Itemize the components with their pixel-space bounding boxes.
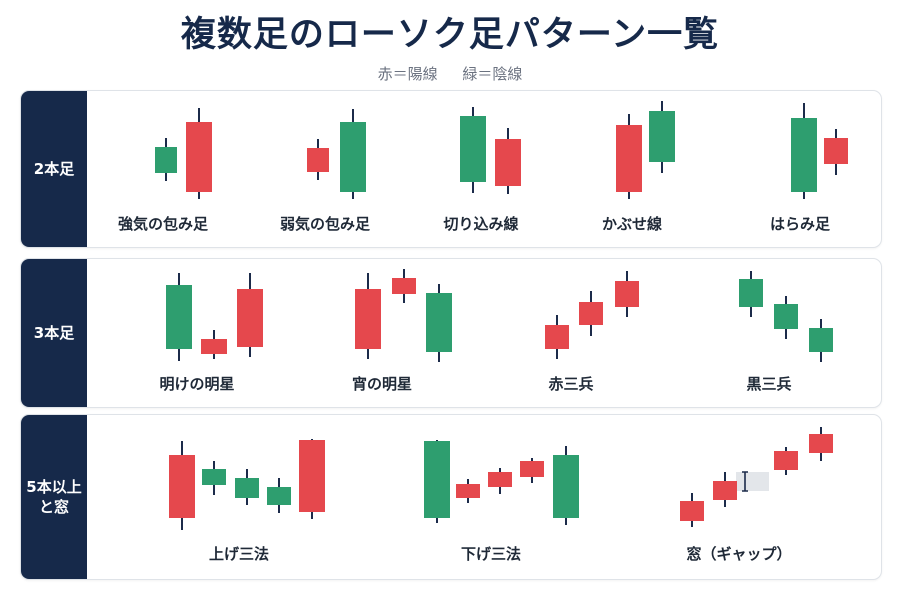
bullish-candle	[201, 330, 227, 359]
bearish-candle	[426, 284, 452, 362]
candle-body	[579, 302, 603, 325]
gap-marker	[742, 471, 748, 492]
candle-body	[307, 148, 329, 172]
pattern-label: 明けの明星	[159, 375, 235, 393]
pattern-label: 上げ三法	[208, 545, 269, 563]
bullish-candle	[545, 315, 569, 359]
candle-body	[201, 339, 227, 354]
pattern-label: 窓（ギャップ）	[686, 545, 792, 563]
candle-body	[774, 451, 798, 470]
bullish-candle	[615, 271, 639, 317]
bullish-candle	[488, 468, 512, 494]
candle-body	[615, 281, 639, 307]
bearish-candle	[649, 101, 675, 173]
bullish-candle	[355, 273, 381, 359]
candle-body	[424, 441, 450, 518]
bearish-candle	[202, 461, 226, 495]
bearish-candle	[235, 469, 259, 505]
candle-body	[824, 138, 848, 164]
pattern-label: 強気の包み足	[117, 215, 208, 233]
bearish-candle	[267, 478, 291, 513]
candle-body	[545, 325, 569, 349]
pattern-label: はらみ足	[769, 215, 830, 233]
candle-body	[488, 472, 512, 487]
bullish-candle	[456, 479, 480, 503]
bullish-candle	[579, 291, 603, 336]
candle-body	[460, 116, 486, 182]
bullish-candle	[520, 458, 544, 483]
bullish-candle	[680, 493, 704, 527]
candle-body	[680, 501, 704, 521]
candle-body	[299, 440, 325, 512]
pattern-label: 宵の明星	[351, 375, 412, 393]
candle-body	[426, 293, 452, 352]
candle-body	[155, 147, 177, 173]
bearish-candle	[424, 440, 450, 523]
bullish-candle	[495, 128, 521, 194]
candle-body	[169, 455, 195, 518]
bullish-candle	[169, 441, 195, 530]
bullish-candle	[809, 427, 833, 461]
candles-canvas	[169, 427, 833, 530]
bearish-candle	[155, 138, 177, 181]
candle-body	[809, 434, 833, 453]
bullish-candle	[824, 129, 848, 175]
legend-green: 緑＝陰線	[462, 65, 523, 83]
pattern-label: 黒三兵	[746, 375, 792, 393]
candle-body	[267, 487, 291, 505]
bullish-candle	[616, 114, 642, 199]
candle-body	[713, 481, 737, 500]
bearish-candle	[166, 273, 192, 361]
candle-body	[520, 461, 544, 477]
bearish-candle	[553, 446, 579, 525]
candle-body	[392, 278, 416, 294]
candle-body	[553, 455, 579, 518]
candle-body	[355, 289, 381, 349]
section-label: 3本足	[21, 259, 87, 407]
pattern-label: 弱気の包み足	[279, 215, 370, 233]
legend-red: 赤＝陽線	[377, 65, 438, 83]
page-title: 複数足のローソク足パターン一覧	[180, 15, 720, 55]
candle-body	[616, 125, 642, 192]
bullish-candle	[237, 273, 263, 357]
bullish-candle	[307, 139, 329, 180]
pattern-label: 下げ三法	[460, 545, 521, 563]
color-legend: 赤＝陽線 緑＝陰線	[0, 63, 900, 84]
candles-canvas	[155, 101, 848, 199]
candle-body	[456, 484, 480, 498]
bullish-candle	[774, 447, 798, 475]
candle-body	[649, 111, 675, 162]
section-multi-candle-and-gap: 5本以上 と窓 上げ三法 下げ三法 窓（ギャップ）	[20, 414, 882, 580]
pattern-label: 切り込み線	[443, 215, 519, 233]
section-label: 2本足	[21, 91, 87, 247]
candle-body	[166, 285, 192, 349]
candle-body	[340, 122, 366, 192]
candle-body	[202, 469, 226, 485]
candle-body	[739, 279, 763, 307]
candle-body	[237, 289, 263, 347]
bearish-candle	[791, 103, 817, 199]
pattern-label: 赤三兵	[548, 375, 594, 393]
candle-body	[774, 304, 798, 329]
bearish-candle	[340, 109, 366, 199]
candle-body	[186, 122, 212, 192]
candles-canvas	[166, 269, 833, 362]
section-two-candle: 2本足 強気の包み足 弱気の包み足 切り込み線 かぶせ線 はらみ足	[20, 90, 882, 248]
candle-body	[791, 118, 817, 192]
bullish-candle	[186, 108, 212, 199]
bearish-candle	[774, 296, 798, 339]
bearish-candle	[739, 271, 763, 317]
candle-body	[809, 328, 833, 352]
bullish-candle	[299, 439, 325, 519]
bullish-candle	[713, 472, 737, 507]
bullish-candle	[392, 269, 416, 303]
gap-zone	[736, 472, 769, 491]
candle-body	[235, 478, 259, 498]
pattern-label: かぶせ線	[601, 215, 662, 233]
bearish-candle	[809, 319, 833, 362]
section-label: 5本以上 と窓	[21, 415, 87, 579]
candle-body	[495, 139, 521, 186]
bearish-candle	[460, 107, 486, 193]
section-three-candle: 3本足 明けの明星 宵の明星 赤三兵 黒三兵	[20, 258, 882, 408]
